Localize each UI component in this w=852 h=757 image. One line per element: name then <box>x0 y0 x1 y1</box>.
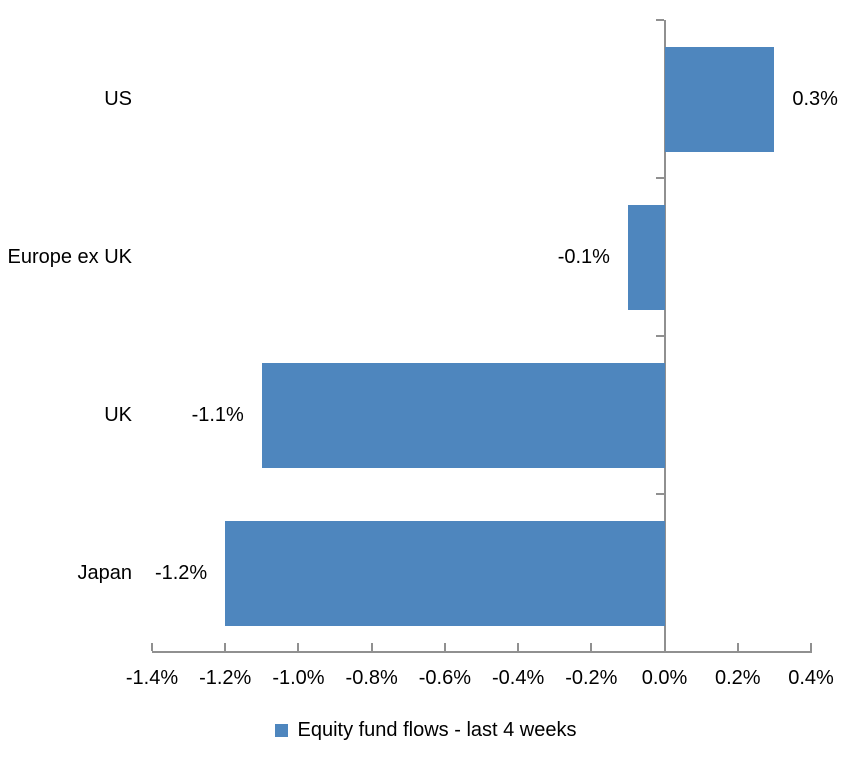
x-axis-tick <box>151 643 153 651</box>
category-label-japan: Japan <box>77 562 133 584</box>
x-axis-tick <box>663 643 666 651</box>
y-axis-tick <box>655 651 664 653</box>
data-label-japan: -1.2% <box>154 561 208 584</box>
x-axis-tick-label: -1.2% <box>199 667 252 689</box>
x-axis-tick <box>443 643 446 651</box>
y-axis-tick <box>655 335 664 337</box>
y-axis-tick <box>655 19 664 21</box>
category-label-us: US <box>104 88 132 110</box>
x-axis-tick <box>736 643 739 651</box>
x-axis-tick <box>590 643 593 651</box>
x-axis-tick-label: -1.0% <box>272 667 325 689</box>
category-label-uk: UK <box>104 404 132 426</box>
legend-swatch-icon <box>275 723 289 737</box>
x-axis-tick <box>517 643 520 651</box>
x-axis-tick <box>224 643 227 651</box>
x-axis-tick <box>370 643 373 651</box>
x-axis-tick-label: 0.0% <box>641 667 688 689</box>
y-axis-tick <box>655 177 664 179</box>
bar-europe-ex-uk <box>627 204 665 310</box>
value-axis-line <box>152 651 812 653</box>
x-axis-tick-label: 0.4% <box>788 667 834 689</box>
category-axis-line <box>663 20 666 652</box>
x-axis-tick-label: -1.4% <box>125 667 179 689</box>
x-axis-tick-label: -0.2% <box>565 667 618 689</box>
bar-uk <box>261 362 665 468</box>
data-label-uk: -1.1% <box>191 403 244 426</box>
data-label-us: 0.3% <box>792 87 838 110</box>
x-axis-tick-label: -0.6% <box>418 667 471 689</box>
legend: Equity fund flows - last 4 weeks <box>0 715 852 745</box>
x-axis-tick <box>297 643 300 651</box>
legend-label: Equity fund flows - last 4 weeks <box>297 718 577 741</box>
x-axis-tick <box>810 643 812 651</box>
bar-us <box>664 46 775 152</box>
x-axis-tick-label: -0.8% <box>345 667 398 689</box>
data-label-europe-ex-uk: -0.1% <box>557 245 610 268</box>
y-axis-tick <box>655 493 664 495</box>
x-axis-tick-label: -0.4% <box>491 667 545 689</box>
category-label-europe-ex-uk: Europe ex UK <box>7 246 132 268</box>
x-axis-tick-label: 0.2% <box>714 667 761 689</box>
bar-japan <box>225 520 665 626</box>
